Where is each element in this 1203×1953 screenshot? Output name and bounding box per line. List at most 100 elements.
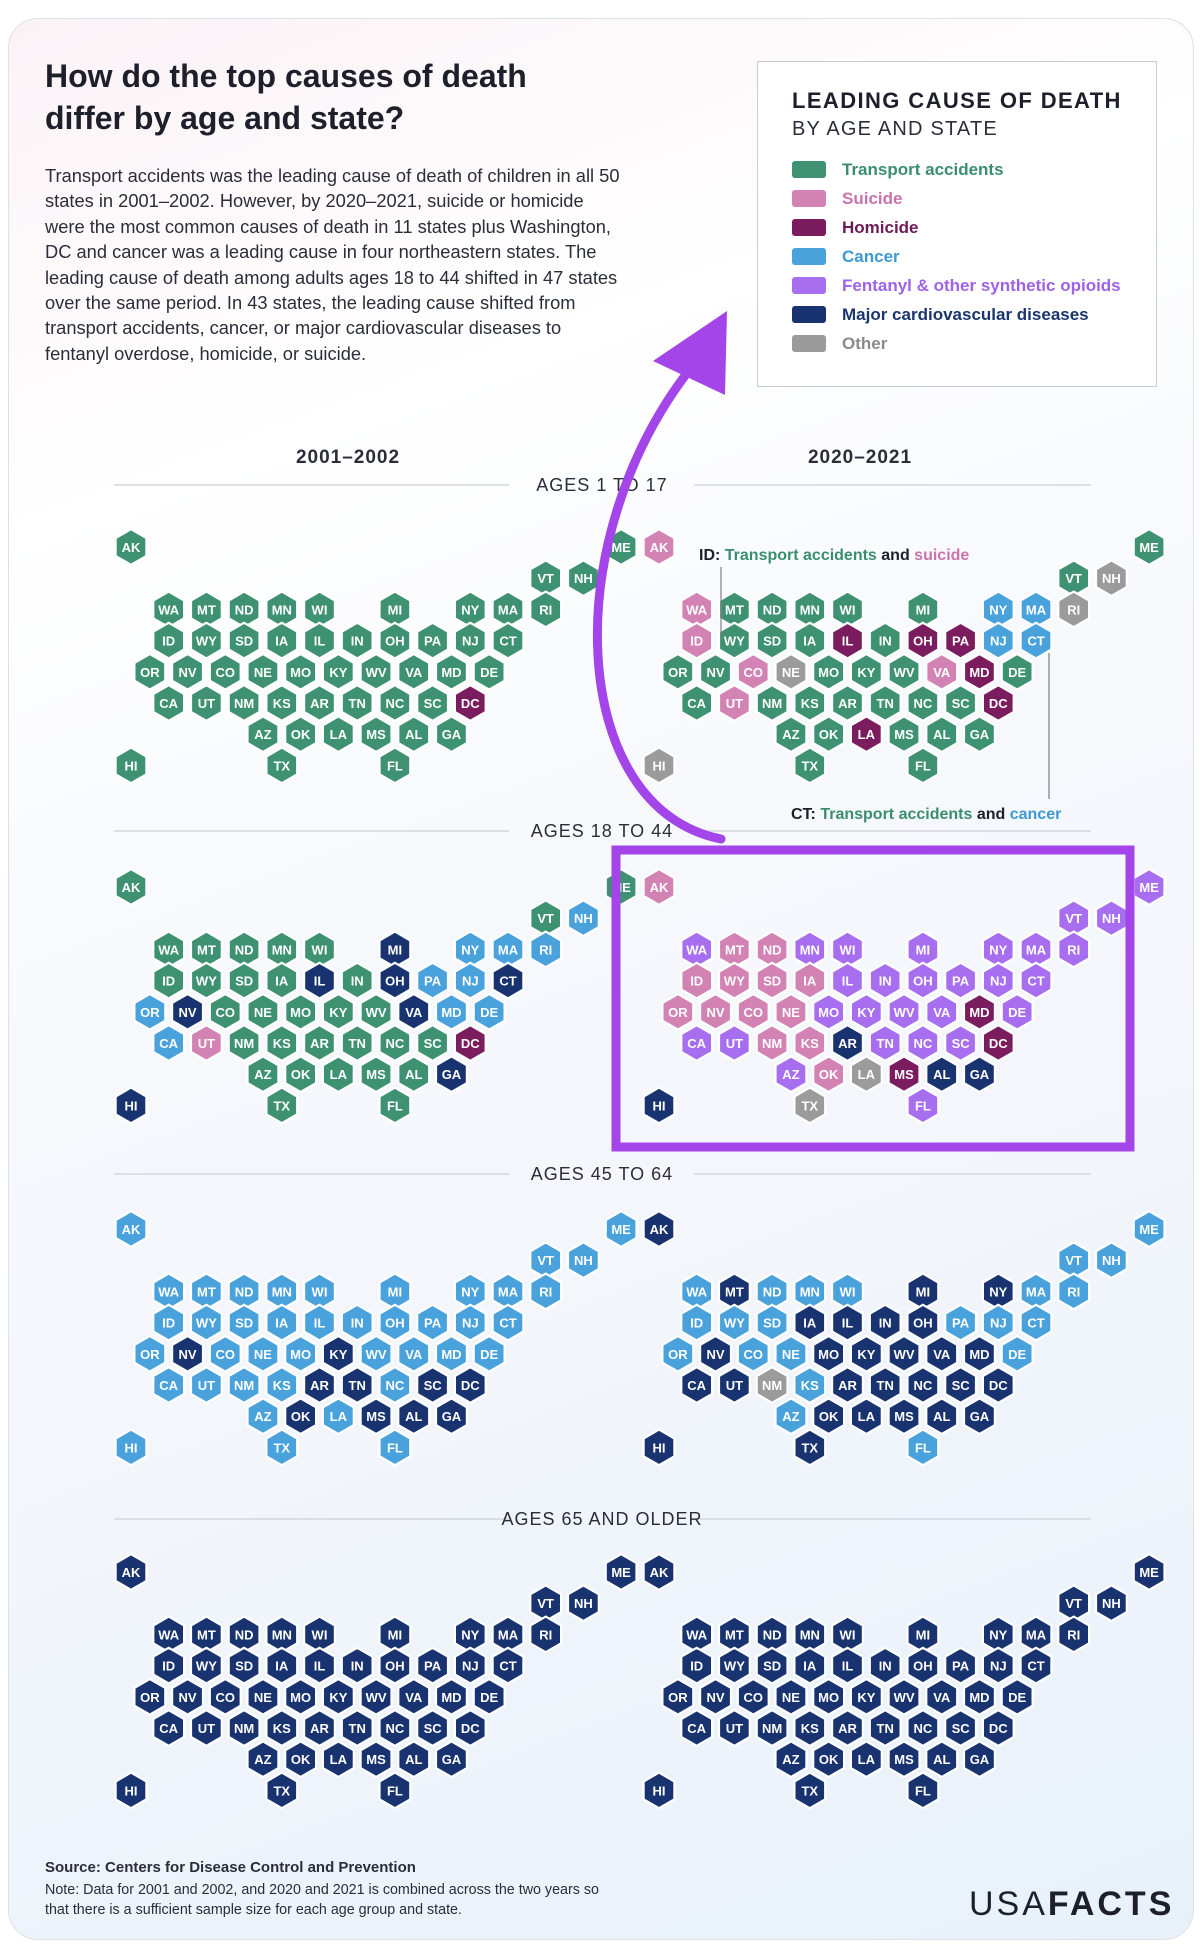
state-label: TN — [877, 1378, 894, 1393]
hex-shape — [793, 1303, 827, 1342]
state-hex: GA — [962, 1397, 997, 1436]
state-hex: AL — [397, 715, 431, 754]
state-hex: MT — [717, 930, 751, 969]
state-hex: MD — [962, 652, 997, 691]
state-label: LA — [330, 1067, 348, 1082]
hex-shape — [208, 1334, 242, 1373]
hex-shape — [434, 1055, 468, 1094]
state-hex: DC — [453, 1708, 487, 1748]
state-hex: NH — [1094, 1584, 1128, 1623]
state-hex: AL — [925, 715, 959, 754]
hex-shape — [868, 1646, 902, 1685]
legend-label: Suicide — [842, 188, 903, 208]
state-label: UT — [726, 1378, 743, 1393]
state-hex: MO — [812, 1334, 846, 1373]
state-hex: ME — [1132, 1209, 1166, 1249]
state-label: WA — [686, 942, 708, 957]
state-label: TN — [349, 696, 366, 711]
state-label: WI — [312, 602, 328, 617]
hex-shape — [453, 1365, 487, 1405]
state-label: IN — [351, 974, 364, 989]
hex-shape — [265, 1023, 299, 1063]
state-hex: CA — [680, 1023, 714, 1063]
state-label: IL — [314, 634, 326, 649]
hex-shape — [774, 992, 808, 1031]
state-hex: WY — [717, 621, 751, 660]
hex-shape — [849, 1677, 883, 1716]
hex-shape — [925, 1397, 959, 1436]
state-label: HI — [125, 758, 138, 773]
state-label: AK — [122, 1565, 141, 1580]
hex-shape — [755, 1708, 789, 1748]
hex-shape — [906, 961, 940, 1000]
state-hex: MN — [265, 930, 299, 969]
state-label: NE — [782, 1005, 800, 1020]
hex-shape — [774, 1677, 808, 1716]
state-label: MA — [498, 1284, 519, 1299]
hex-shape — [359, 1740, 393, 1779]
state-hex: SD — [755, 1303, 789, 1342]
hex-shape — [227, 621, 261, 660]
state-label: VT — [1065, 1253, 1082, 1268]
state-hex: NV — [698, 652, 733, 691]
state-hex: WV — [887, 1334, 921, 1373]
state-label: IA — [275, 1316, 289, 1331]
state-hex: MS — [359, 1055, 393, 1094]
hex-shape — [378, 1303, 412, 1342]
state-hex: OH — [906, 1646, 940, 1685]
state-hex: WY — [189, 1303, 223, 1342]
state-label: DE — [1008, 1347, 1026, 1362]
state-label: VA — [405, 1347, 423, 1362]
hex-shape — [755, 1023, 789, 1063]
state-label: DC — [461, 696, 480, 711]
state-label: LA — [858, 727, 876, 742]
hex-shape — [887, 1677, 921, 1716]
state-label: NC — [386, 696, 405, 711]
state-label: NV — [179, 665, 197, 680]
hex-shape — [416, 683, 450, 723]
state-hex: RI — [529, 930, 563, 969]
hex-shape — [736, 652, 770, 691]
state-label: VT — [537, 911, 554, 926]
state-hex: PA — [416, 1646, 450, 1685]
state-hex: AK — [642, 1552, 676, 1592]
hex-shape — [340, 683, 374, 723]
state-hex: ID — [680, 621, 714, 660]
state-hex: VT — [1057, 1241, 1091, 1280]
state-hex: ME — [1132, 527, 1166, 567]
state-label: OR — [140, 1690, 160, 1705]
state-label: RI — [1067, 942, 1080, 957]
hex-shape — [566, 1241, 600, 1280]
state-hex: PA — [416, 1303, 450, 1342]
state-hex: NV — [698, 992, 733, 1031]
state-hex: LA — [849, 1740, 883, 1779]
state-label: VT — [1065, 911, 1082, 926]
hex-shape — [227, 1646, 261, 1685]
hex-shape — [133, 1677, 167, 1716]
state-hex: TN — [340, 1708, 374, 1748]
state-label: WY — [724, 1659, 745, 1674]
age-group-label: AGES 18 TO 44 — [531, 821, 673, 841]
state-hex: DC — [453, 1365, 487, 1405]
state-label: TN — [877, 696, 894, 711]
state-label: OK — [819, 1752, 839, 1767]
state-label: TN — [349, 1036, 366, 1051]
state-hex: UT — [717, 683, 751, 723]
hex-shape — [849, 1055, 883, 1094]
hex-shape — [114, 1209, 148, 1249]
state-label: MD — [441, 1005, 461, 1020]
state-label: CT — [499, 1659, 516, 1674]
state-hex: AL — [925, 1397, 959, 1436]
state-label: KS — [273, 1378, 291, 1393]
state-label: IN — [351, 634, 364, 649]
state-label: SC — [424, 696, 443, 711]
state-hex: MS — [359, 1740, 393, 1779]
state-hex: NV — [698, 1334, 733, 1373]
state-hex: AL — [925, 1740, 959, 1779]
state-hex: DC — [981, 1365, 1015, 1405]
state-label: MD — [441, 1690, 461, 1705]
state-hex: DC — [981, 683, 1015, 723]
state-label: AK — [650, 540, 669, 555]
state-label: OH — [913, 634, 933, 649]
state-hex: KY — [321, 1334, 355, 1373]
